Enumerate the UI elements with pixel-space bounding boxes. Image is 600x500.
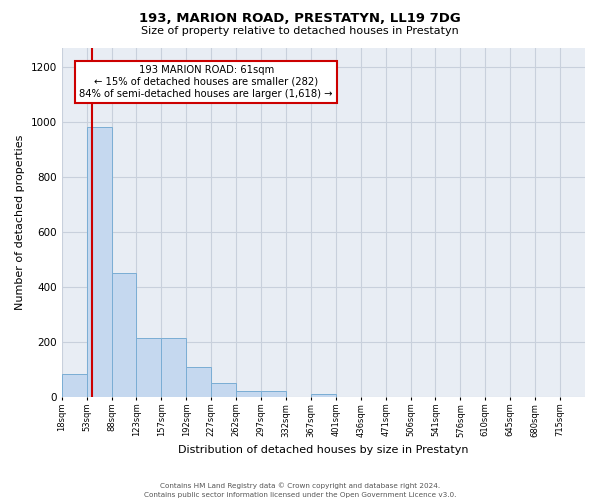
Bar: [161, 338, 186, 397]
Text: 193, MARION ROAD, PRESTATYN, LL19 7DG: 193, MARION ROAD, PRESTATYN, LL19 7DG: [139, 12, 461, 26]
Bar: [211, 384, 236, 397]
X-axis label: Distribution of detached houses by size in Prestatyn: Distribution of detached houses by size …: [178, 445, 469, 455]
Bar: [261, 391, 286, 397]
Text: Contains HM Land Registry data © Crown copyright and database right 2024.: Contains HM Land Registry data © Crown c…: [160, 482, 440, 489]
Bar: [86, 128, 112, 397]
Y-axis label: Number of detached properties: Number of detached properties: [15, 134, 25, 310]
Text: Size of property relative to detached houses in Prestatyn: Size of property relative to detached ho…: [141, 26, 459, 36]
Bar: [112, 273, 136, 397]
Bar: [236, 391, 261, 397]
Text: Contains public sector information licensed under the Open Government Licence v3: Contains public sector information licen…: [144, 492, 456, 498]
Text: 193 MARION ROAD: 61sqm
← 15% of detached houses are smaller (282)
84% of semi-de: 193 MARION ROAD: 61sqm ← 15% of detached…: [79, 66, 333, 98]
Bar: [186, 367, 211, 397]
Bar: [311, 394, 336, 397]
Bar: [136, 338, 161, 397]
Bar: [62, 374, 86, 397]
